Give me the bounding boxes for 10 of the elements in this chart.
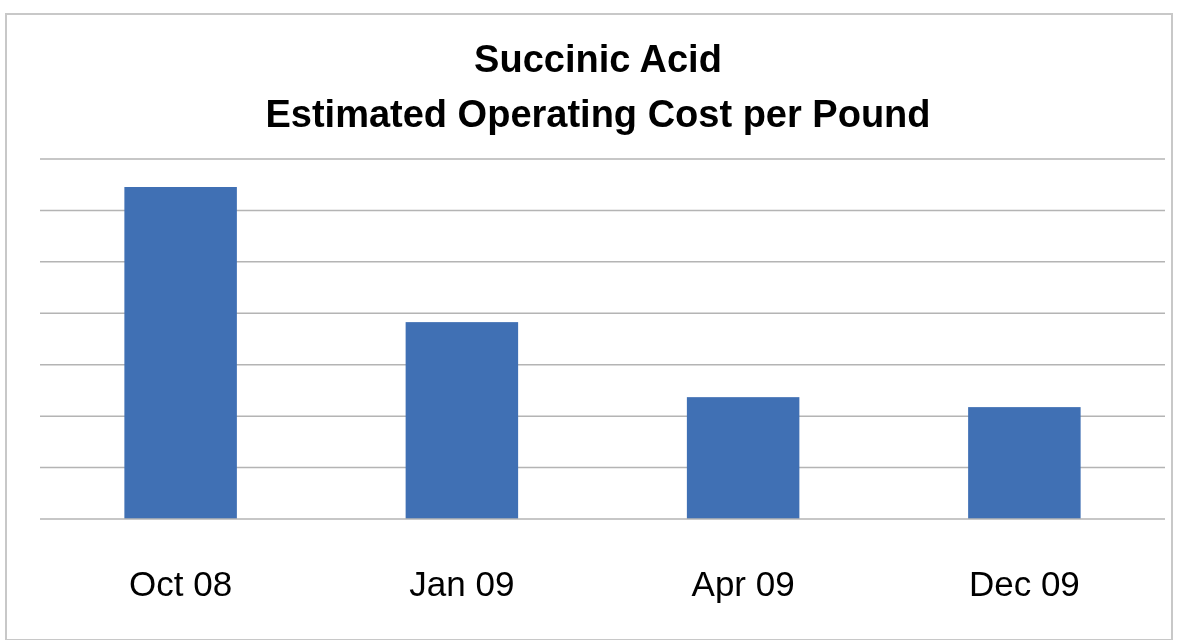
x-tick-label: Apr 09 [691, 564, 795, 603]
chart-subtitle: Estimated Operating Cost per Pound [265, 93, 931, 135]
x-tick-label: Oct 08 [129, 564, 233, 603]
bar [124, 187, 237, 519]
bar [968, 407, 1081, 519]
bar [686, 397, 800, 519]
x-tick-label: Jan 09 [409, 564, 515, 603]
x-tick-label: Dec 09 [968, 564, 1080, 603]
chart-title: Succinic Acid [474, 38, 722, 80]
bar [405, 322, 519, 519]
